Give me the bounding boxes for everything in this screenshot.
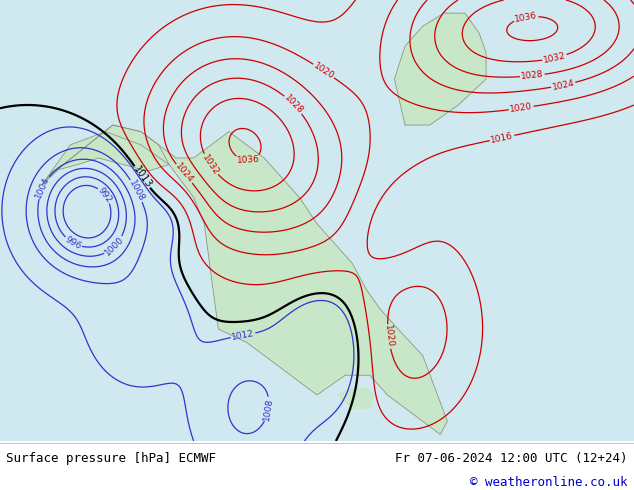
Text: 1020: 1020 — [312, 61, 335, 81]
Text: 1020: 1020 — [383, 324, 394, 348]
Text: Fr 07-06-2024 12:00 UTC (12+24): Fr 07-06-2024 12:00 UTC (12+24) — [395, 452, 628, 465]
Text: 1016: 1016 — [490, 131, 514, 145]
Text: © weatheronline.co.uk: © weatheronline.co.uk — [470, 476, 628, 489]
Text: 1020: 1020 — [509, 102, 533, 114]
Polygon shape — [42, 125, 169, 184]
Polygon shape — [42, 125, 448, 435]
Text: 1004: 1004 — [34, 175, 52, 200]
Text: 1028: 1028 — [282, 93, 304, 116]
Text: 1036: 1036 — [236, 155, 259, 165]
Text: 1036: 1036 — [514, 11, 538, 24]
Text: 1013: 1013 — [131, 164, 153, 190]
Text: 1008: 1008 — [127, 178, 146, 203]
Text: 992: 992 — [96, 186, 113, 205]
Text: Surface pressure [hPa] ECMWF: Surface pressure [hPa] ECMWF — [6, 452, 216, 465]
Text: 1024: 1024 — [551, 78, 575, 92]
Text: 1012: 1012 — [231, 329, 255, 342]
Text: 1008: 1008 — [262, 397, 275, 421]
Text: 1032: 1032 — [543, 51, 567, 65]
Text: 1028: 1028 — [521, 70, 544, 81]
Polygon shape — [338, 389, 373, 408]
Polygon shape — [394, 13, 486, 125]
Text: 1024: 1024 — [173, 162, 195, 185]
Text: 1032: 1032 — [200, 153, 221, 177]
Text: 1000: 1000 — [103, 235, 126, 258]
Text: 996: 996 — [63, 235, 83, 251]
